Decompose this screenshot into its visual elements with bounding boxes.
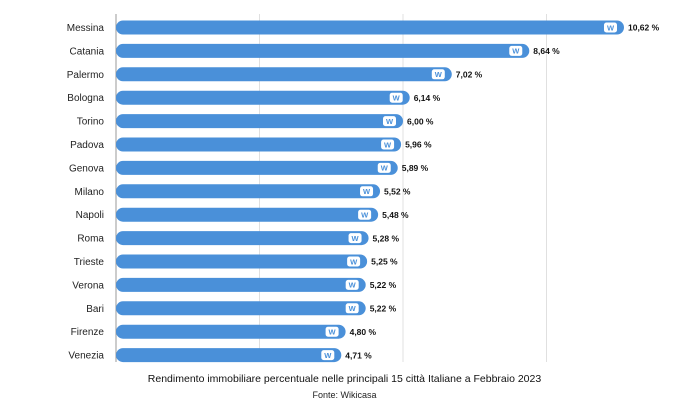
bar-bari bbox=[116, 301, 366, 316]
wikicasa-logo-icon bbox=[377, 162, 391, 173]
value-label: 5,52 % bbox=[384, 187, 411, 197]
value-label: 5,89 % bbox=[402, 163, 429, 173]
bar-venezia bbox=[116, 348, 342, 363]
badge-letter: W bbox=[350, 257, 358, 266]
wikicasa-logo-icon bbox=[348, 233, 362, 244]
labels: Messina 10,62 % Catania 8,64 % Palermo 7,02 %… bbox=[67, 23, 660, 362]
badge-letter: W bbox=[352, 234, 360, 243]
category-label: Firenze bbox=[71, 327, 105, 338]
category-label: Messina bbox=[67, 23, 105, 34]
bar-messina bbox=[116, 20, 624, 35]
category-label: Napoli bbox=[76, 210, 104, 221]
badge-letter: W bbox=[384, 140, 392, 149]
value-label: 5,28 % bbox=[373, 233, 400, 243]
value-label: 5,96 % bbox=[405, 140, 432, 150]
badge-letter: W bbox=[386, 117, 394, 126]
bar-roma bbox=[116, 231, 369, 246]
wikicasa-logo-icon bbox=[509, 45, 523, 56]
badge-letter: W bbox=[512, 47, 520, 56]
badge-letter: W bbox=[381, 164, 389, 173]
category-label: Trieste bbox=[74, 257, 105, 268]
value-label: 5,22 % bbox=[370, 304, 397, 314]
category-label: Bari bbox=[86, 304, 104, 315]
wikicasa-logo-icon bbox=[345, 279, 359, 290]
category-label: Bologna bbox=[67, 93, 104, 104]
badge-letter: W bbox=[393, 94, 401, 103]
bar-palermo bbox=[116, 67, 452, 82]
category-label: Torino bbox=[77, 117, 105, 128]
category-label: Palermo bbox=[67, 70, 105, 81]
wikicasa-logo-icon bbox=[389, 92, 403, 103]
category-label: Padova bbox=[70, 140, 104, 151]
bar-napoli bbox=[116, 207, 379, 222]
wikicasa-logo-icon bbox=[345, 303, 359, 314]
bar-firenze bbox=[116, 324, 346, 339]
category-label: Roma bbox=[77, 234, 104, 245]
badge-letter: W bbox=[349, 304, 357, 313]
wikicasa-logo-icon bbox=[358, 209, 372, 220]
wikicasa-logo-icon bbox=[381, 139, 395, 150]
value-label: 4,80 % bbox=[350, 327, 377, 337]
badge-letter: W bbox=[607, 23, 615, 32]
badge-letter: W bbox=[435, 70, 443, 79]
value-label: 5,22 % bbox=[370, 280, 397, 290]
value-label: 5,25 % bbox=[371, 257, 398, 267]
bar-padova bbox=[116, 137, 402, 152]
category-label: Genova bbox=[69, 163, 104, 174]
badge-letter: W bbox=[361, 211, 369, 220]
category-label: Catania bbox=[70, 46, 105, 57]
bar-trieste bbox=[116, 254, 368, 269]
bar-bologna bbox=[116, 90, 410, 105]
value-label: 8,64 % bbox=[533, 46, 560, 56]
badge-letter: W bbox=[363, 187, 371, 196]
wikicasa-logo-icon bbox=[360, 186, 374, 197]
category-label: Milano bbox=[75, 187, 105, 198]
wikicasa-logo-icon bbox=[325, 326, 339, 337]
badge-letter: W bbox=[324, 351, 332, 360]
bar-milano bbox=[116, 184, 381, 199]
value-label: 4,71 % bbox=[345, 350, 372, 360]
category-label: Venezia bbox=[68, 351, 104, 362]
wikicasa-logo-icon bbox=[321, 350, 335, 361]
chart-title: Rendimento immobiliare percentuale nelle… bbox=[147, 373, 542, 385]
bar-catania bbox=[116, 43, 530, 58]
value-label: 6,14 % bbox=[414, 93, 441, 103]
wikicasa-logo-icon bbox=[431, 69, 445, 80]
badge-letter: W bbox=[329, 328, 337, 337]
bar-genova bbox=[116, 160, 398, 175]
wikicasa-logo-icon bbox=[347, 256, 361, 267]
badge-letter: W bbox=[349, 281, 357, 290]
bar-verona bbox=[116, 277, 366, 292]
bars: W W W W W W W W W W W W W W W bbox=[116, 20, 624, 363]
value-label: 10,62 % bbox=[628, 23, 660, 33]
value-label: 5,48 % bbox=[382, 210, 409, 220]
wikicasa-logo-icon bbox=[603, 22, 617, 33]
category-label: Verona bbox=[72, 280, 104, 291]
wikicasa-logo-icon bbox=[383, 116, 396, 127]
chart-source: Fonte: Wikicasa bbox=[312, 390, 377, 400]
value-label: 6,00 % bbox=[407, 116, 434, 126]
value-label: 7,02 % bbox=[456, 70, 483, 80]
bar-torino bbox=[116, 114, 403, 129]
